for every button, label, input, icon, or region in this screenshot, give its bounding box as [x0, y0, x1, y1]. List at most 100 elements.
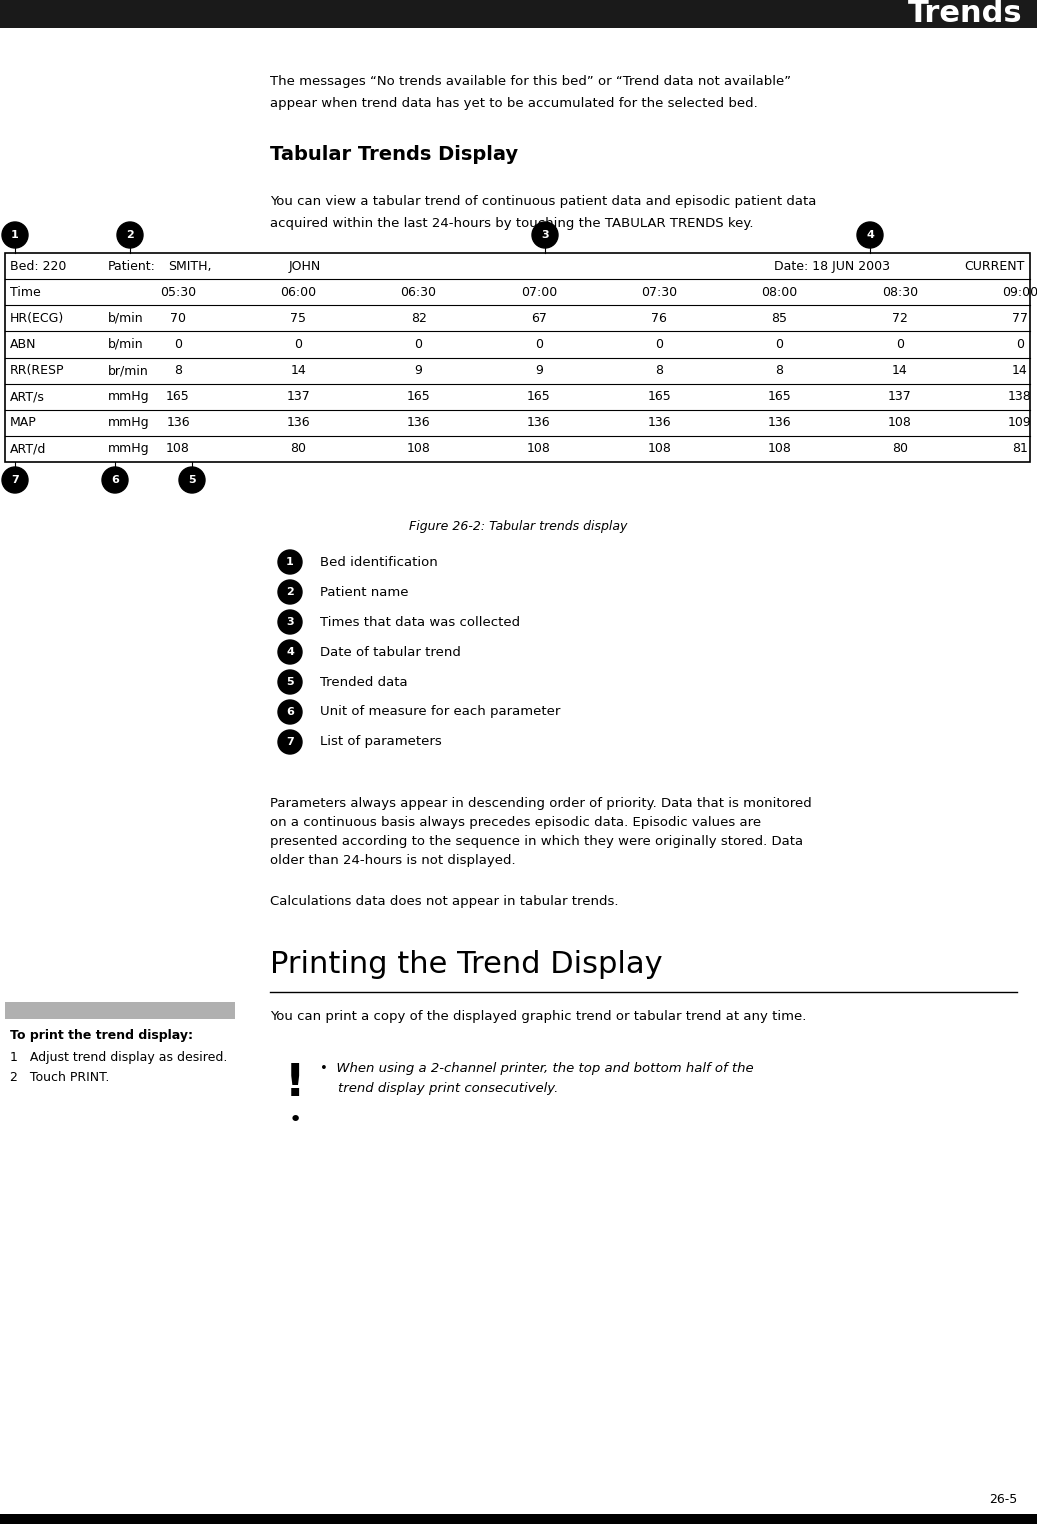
- Circle shape: [117, 223, 143, 248]
- Text: br/min: br/min: [108, 364, 148, 376]
- Text: 2: 2: [286, 587, 293, 597]
- Text: 137: 137: [888, 390, 912, 404]
- Text: 09:00: 09:00: [1002, 285, 1037, 299]
- Text: 6: 6: [111, 475, 119, 485]
- Bar: [5, 253, 1030, 462]
- Text: 5: 5: [188, 475, 196, 485]
- Text: Patient:: Patient:: [108, 259, 156, 273]
- Text: 136: 136: [286, 416, 310, 430]
- Text: 7: 7: [11, 475, 19, 485]
- Circle shape: [532, 223, 558, 248]
- Text: 2   Touch PRINT.: 2 Touch PRINT.: [10, 1071, 109, 1084]
- Text: Patient name: Patient name: [320, 585, 409, 599]
- Text: •: •: [288, 1109, 302, 1129]
- Text: presented according to the sequence in which they were originally stored. Data: presented according to the sequence in w…: [270, 835, 803, 847]
- Circle shape: [2, 223, 28, 248]
- Circle shape: [278, 550, 302, 575]
- Text: The messages “No trends available for this bed” or “Trend data not available”: The messages “No trends available for th…: [270, 75, 791, 88]
- Text: 9: 9: [535, 364, 542, 376]
- Text: RR(RESP: RR(RESP: [10, 364, 64, 376]
- Text: ART/d: ART/d: [10, 442, 47, 456]
- Text: 1: 1: [11, 230, 19, 239]
- Text: 165: 165: [166, 390, 190, 404]
- Text: SMITH,: SMITH,: [168, 259, 212, 273]
- Circle shape: [857, 223, 882, 248]
- Text: b/min: b/min: [108, 338, 144, 351]
- Text: Times that data was collected: Times that data was collected: [320, 616, 521, 628]
- Text: 06:00: 06:00: [280, 285, 316, 299]
- Text: 0: 0: [535, 338, 542, 351]
- Text: 108: 108: [527, 442, 551, 456]
- Circle shape: [278, 730, 302, 754]
- Text: ABN: ABN: [10, 338, 36, 351]
- Text: 0: 0: [655, 338, 663, 351]
- Text: 85: 85: [772, 312, 787, 325]
- Text: 80: 80: [892, 442, 907, 456]
- Text: 136: 136: [527, 416, 551, 430]
- Text: 108: 108: [888, 416, 912, 430]
- Text: 80: 80: [290, 442, 306, 456]
- Text: Date of tabular trend: Date of tabular trend: [320, 646, 460, 658]
- Circle shape: [278, 671, 302, 693]
- Circle shape: [278, 700, 302, 724]
- Circle shape: [2, 466, 28, 492]
- Text: Parameters always appear in descending order of priority. Data that is monitored: Parameters always appear in descending o…: [270, 797, 812, 809]
- Text: JOHN: JOHN: [288, 259, 320, 273]
- Text: To print the trend display:: To print the trend display:: [10, 1029, 193, 1042]
- Text: 82: 82: [411, 312, 426, 325]
- Text: 67: 67: [531, 312, 546, 325]
- Text: trend display print consecutively.: trend display print consecutively.: [338, 1082, 558, 1096]
- Text: 07:00: 07:00: [521, 285, 557, 299]
- Text: ART/s: ART/s: [10, 390, 45, 404]
- Text: You can print a copy of the displayed graphic trend or tabular trend at any time: You can print a copy of the displayed gr…: [270, 1010, 807, 1023]
- Text: 4: 4: [286, 648, 293, 657]
- Text: 0: 0: [295, 338, 303, 351]
- Text: 165: 165: [767, 390, 791, 404]
- Bar: [0, 0, 1037, 27]
- Text: Trends: Trends: [907, 0, 1022, 29]
- Circle shape: [278, 640, 302, 664]
- Text: 7: 7: [286, 738, 293, 747]
- Text: 4: 4: [866, 230, 874, 239]
- Text: appear when trend data has yet to be accumulated for the selected bed.: appear when trend data has yet to be acc…: [270, 98, 758, 110]
- Text: acquired within the last 24-hours by touching the TABULAR TRENDS key.: acquired within the last 24-hours by tou…: [270, 216, 754, 230]
- Text: 75: 75: [290, 312, 306, 325]
- Text: 77: 77: [1012, 312, 1028, 325]
- Text: 0: 0: [415, 338, 422, 351]
- Text: mmHg: mmHg: [108, 442, 149, 456]
- Text: HR(ECG): HR(ECG): [10, 312, 64, 325]
- Circle shape: [102, 466, 128, 492]
- Text: 6: 6: [286, 707, 293, 716]
- Text: 108: 108: [647, 442, 671, 456]
- Text: 136: 136: [166, 416, 190, 430]
- Text: b/min: b/min: [108, 312, 144, 325]
- Text: 72: 72: [892, 312, 907, 325]
- Text: 81: 81: [1012, 442, 1028, 456]
- Text: MAP: MAP: [10, 416, 36, 430]
- Bar: [5, 1001, 235, 1020]
- Text: Unit of measure for each parameter: Unit of measure for each parameter: [320, 706, 560, 718]
- Text: 14: 14: [290, 364, 306, 376]
- Text: 108: 108: [166, 442, 190, 456]
- Text: Figure 26-2: Tabular trends display: Figure 26-2: Tabular trends display: [410, 520, 627, 533]
- Text: 0: 0: [174, 338, 183, 351]
- Text: 138: 138: [1008, 390, 1032, 404]
- Text: 165: 165: [527, 390, 551, 404]
- Text: 3: 3: [286, 617, 293, 626]
- Text: 26-5: 26-5: [988, 1494, 1017, 1506]
- Text: 76: 76: [651, 312, 667, 325]
- Text: Bed: 220: Bed: 220: [10, 259, 66, 273]
- Text: 137: 137: [286, 390, 310, 404]
- Text: 8: 8: [174, 364, 183, 376]
- Text: 2: 2: [127, 230, 134, 239]
- Text: 3: 3: [541, 230, 549, 239]
- Text: 1   Adjust trend display as desired.: 1 Adjust trend display as desired.: [10, 1052, 227, 1064]
- Text: mmHg: mmHg: [108, 416, 149, 430]
- Text: 136: 136: [407, 416, 430, 430]
- Text: 0: 0: [1016, 338, 1024, 351]
- Text: 5: 5: [286, 677, 293, 687]
- Circle shape: [278, 581, 302, 604]
- Text: Printing the Trend Display: Printing the Trend Display: [270, 949, 663, 978]
- Text: 8: 8: [776, 364, 783, 376]
- Text: Trended data: Trended data: [320, 675, 408, 689]
